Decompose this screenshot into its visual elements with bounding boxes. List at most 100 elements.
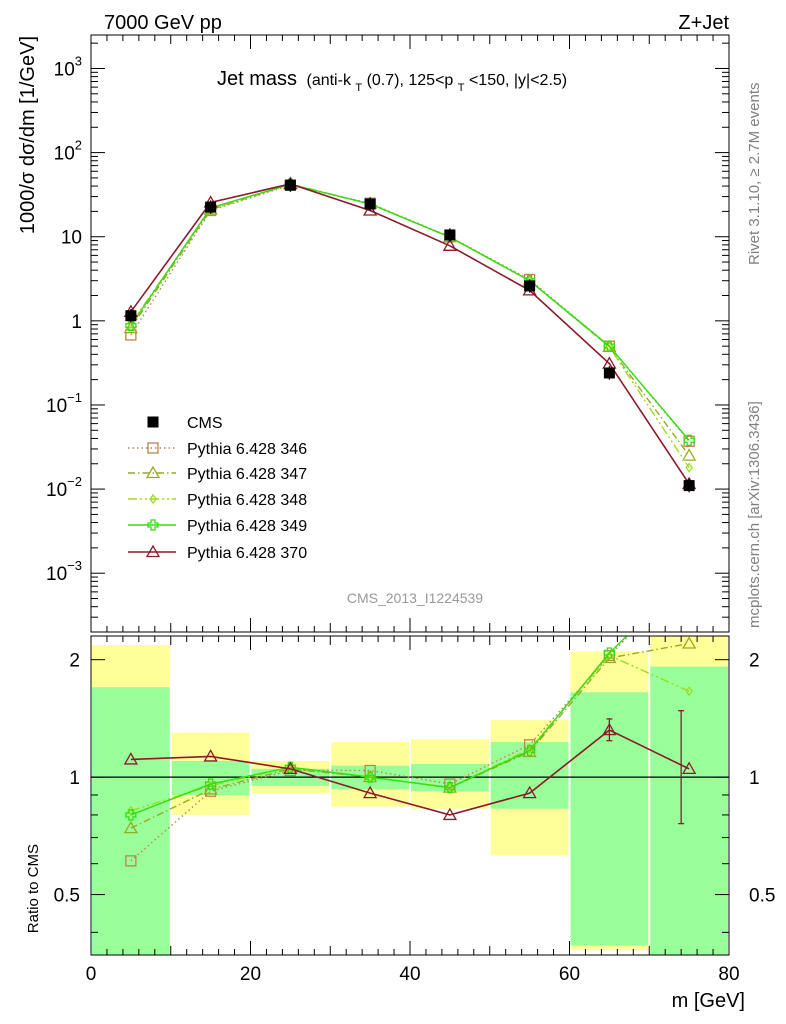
y-tick-exponent: −1 [67, 390, 82, 405]
y-tick-base: 10 [46, 396, 67, 417]
legend-label-p370: Pythia 6.428 370 [187, 545, 307, 562]
ratio-line-p349 [130, 636, 628, 816]
y-tick-label: 10−2 [46, 474, 82, 501]
series-line-p349 [130, 183, 690, 441]
ratio-y-tick-label-right: 1 [749, 768, 760, 789]
y-tick-base: 10 [46, 564, 67, 585]
series-point-p349 [603, 340, 616, 352]
title-sub-b: T [355, 82, 362, 94]
ratio-point-p349 [364, 771, 376, 783]
ratio-point-p349 [125, 809, 137, 821]
series-point-p348 [685, 462, 693, 473]
ratio-point-p370 [203, 749, 218, 762]
ratio-band-inner [92, 687, 170, 955]
ratio-point-p370 [442, 807, 457, 821]
ratio-point-p349 [603, 647, 616, 659]
y-tick-label: 10−3 [46, 558, 82, 585]
ratio-point-p370 [363, 785, 378, 799]
main-plot-area [123, 176, 697, 493]
series-point-p349 [125, 319, 137, 332]
title-sub-c: (0.7), 125<p [367, 72, 454, 89]
ratio-y-tick-label: 2 [69, 651, 80, 672]
y-tick-base: 10 [54, 144, 75, 165]
data-point [524, 280, 536, 292]
series-point-p370 [363, 203, 378, 216]
analysis-watermark: CMS_2013_I1224539 [347, 590, 483, 606]
x-tick-label: 80 [718, 964, 739, 985]
legend: CMS Pythia 6.428 346 Pythia 6.428 347 Pythi… [128, 415, 307, 562]
title-main: Jet mass [217, 68, 297, 90]
y-tick-label: 1 [71, 312, 82, 333]
ratio-y-tick-label-right: 2 [749, 651, 760, 672]
ratio-panel: 0.5 0.51 12 20 20 40 60 80 [54, 635, 775, 985]
y-axis-label: 1000/σ dσ/dm [1/GeV] [17, 36, 39, 234]
y-tick-label: 10 [61, 228, 82, 249]
legend-label-p347: Pythia 6.428 347 [187, 466, 307, 483]
title-sub-e: <150, |y|<2.5) [469, 72, 567, 89]
series-line-p370 [130, 183, 690, 485]
title-sub-a: (anti-k [306, 72, 351, 89]
data-point [364, 198, 376, 210]
y-tick-label: 10−1 [46, 390, 82, 417]
series-point-p370 [442, 238, 457, 251]
chart-title: Jet mass (anti-k T (0.7), 125<p T <150, … [217, 68, 567, 95]
legend-marker-p348 [149, 493, 157, 505]
ratio-y-tick-label: 1 [69, 768, 80, 789]
y-tick-base: 10 [54, 59, 75, 80]
legend-marker-p370 [145, 544, 161, 558]
ratio-point-p349 [444, 781, 456, 794]
legend-label-p346: Pythia 6.428 346 [187, 441, 307, 458]
ratio-point-p349 [204, 778, 217, 790]
ratio-point-p349 [523, 744, 536, 757]
legend-marker-cms [147, 416, 159, 428]
y-tick-base: 10 [61, 228, 82, 249]
ratio-point-p347 [123, 820, 138, 834]
ratio-point-p348 [605, 650, 614, 661]
data-point [205, 201, 217, 213]
data-point [284, 179, 296, 191]
y-tick-label: 102 [54, 138, 82, 165]
ratio-band-inner [650, 666, 728, 955]
ratio-point-p370 [522, 785, 537, 799]
header-process: Z+Jet [678, 12, 729, 34]
ratio-point-p370 [682, 761, 697, 775]
legend-marker-p347 [145, 465, 161, 479]
x-tick-label: 20 [240, 964, 261, 985]
ratio-y-tick-label: 0.5 [54, 886, 80, 907]
x-tick-label: 40 [399, 964, 420, 985]
ratio-point-p370 [123, 752, 138, 765]
title-sub-d: T [458, 82, 465, 94]
ratio-point-p370 [283, 761, 298, 775]
data-point [603, 367, 615, 379]
legend-label-cms: CMS [187, 415, 223, 432]
ratio-point-p347 [682, 636, 697, 649]
series-point-p349 [683, 434, 695, 446]
y-tick-exponent: 2 [75, 138, 82, 153]
legend-label-p348: Pythia 6.428 348 [187, 492, 307, 509]
legend-marker-p349 [147, 519, 159, 531]
data-point [444, 229, 456, 241]
ratio-point-p346 [444, 778, 456, 790]
data-point [683, 480, 695, 492]
ratio-plot-area [91, 636, 729, 955]
ratio-line-p370 [130, 729, 690, 816]
ratio-point-p347 [203, 782, 218, 795]
rivet-version-label: Rivet 3.1.10, ≥ 2.7M events [746, 83, 763, 266]
ratio-point-p346 [364, 764, 376, 777]
x-tick-label: 60 [559, 964, 580, 985]
x-tick-label: 0 [86, 964, 97, 985]
ratio-axis-label: Ratio to CMS [25, 844, 42, 933]
legend-marker-p346 [147, 442, 159, 454]
legend-label-p349: Pythia 6.428 349 [187, 518, 307, 535]
y-tick-base: 10 [46, 480, 67, 501]
y-tick-label: 103 [54, 53, 82, 80]
ratio-point-p346 [125, 855, 137, 867]
y-tick-exponent: −3 [67, 558, 82, 573]
series-point-p347 [682, 448, 697, 461]
y-tick-base: 1 [71, 312, 82, 333]
mcplots-label: mcplots.cern.ch [arXiv:1306.3436] [746, 401, 763, 628]
header-energy: 7000 GeV pp [104, 12, 222, 34]
ratio-point-p348 [366, 772, 374, 783]
